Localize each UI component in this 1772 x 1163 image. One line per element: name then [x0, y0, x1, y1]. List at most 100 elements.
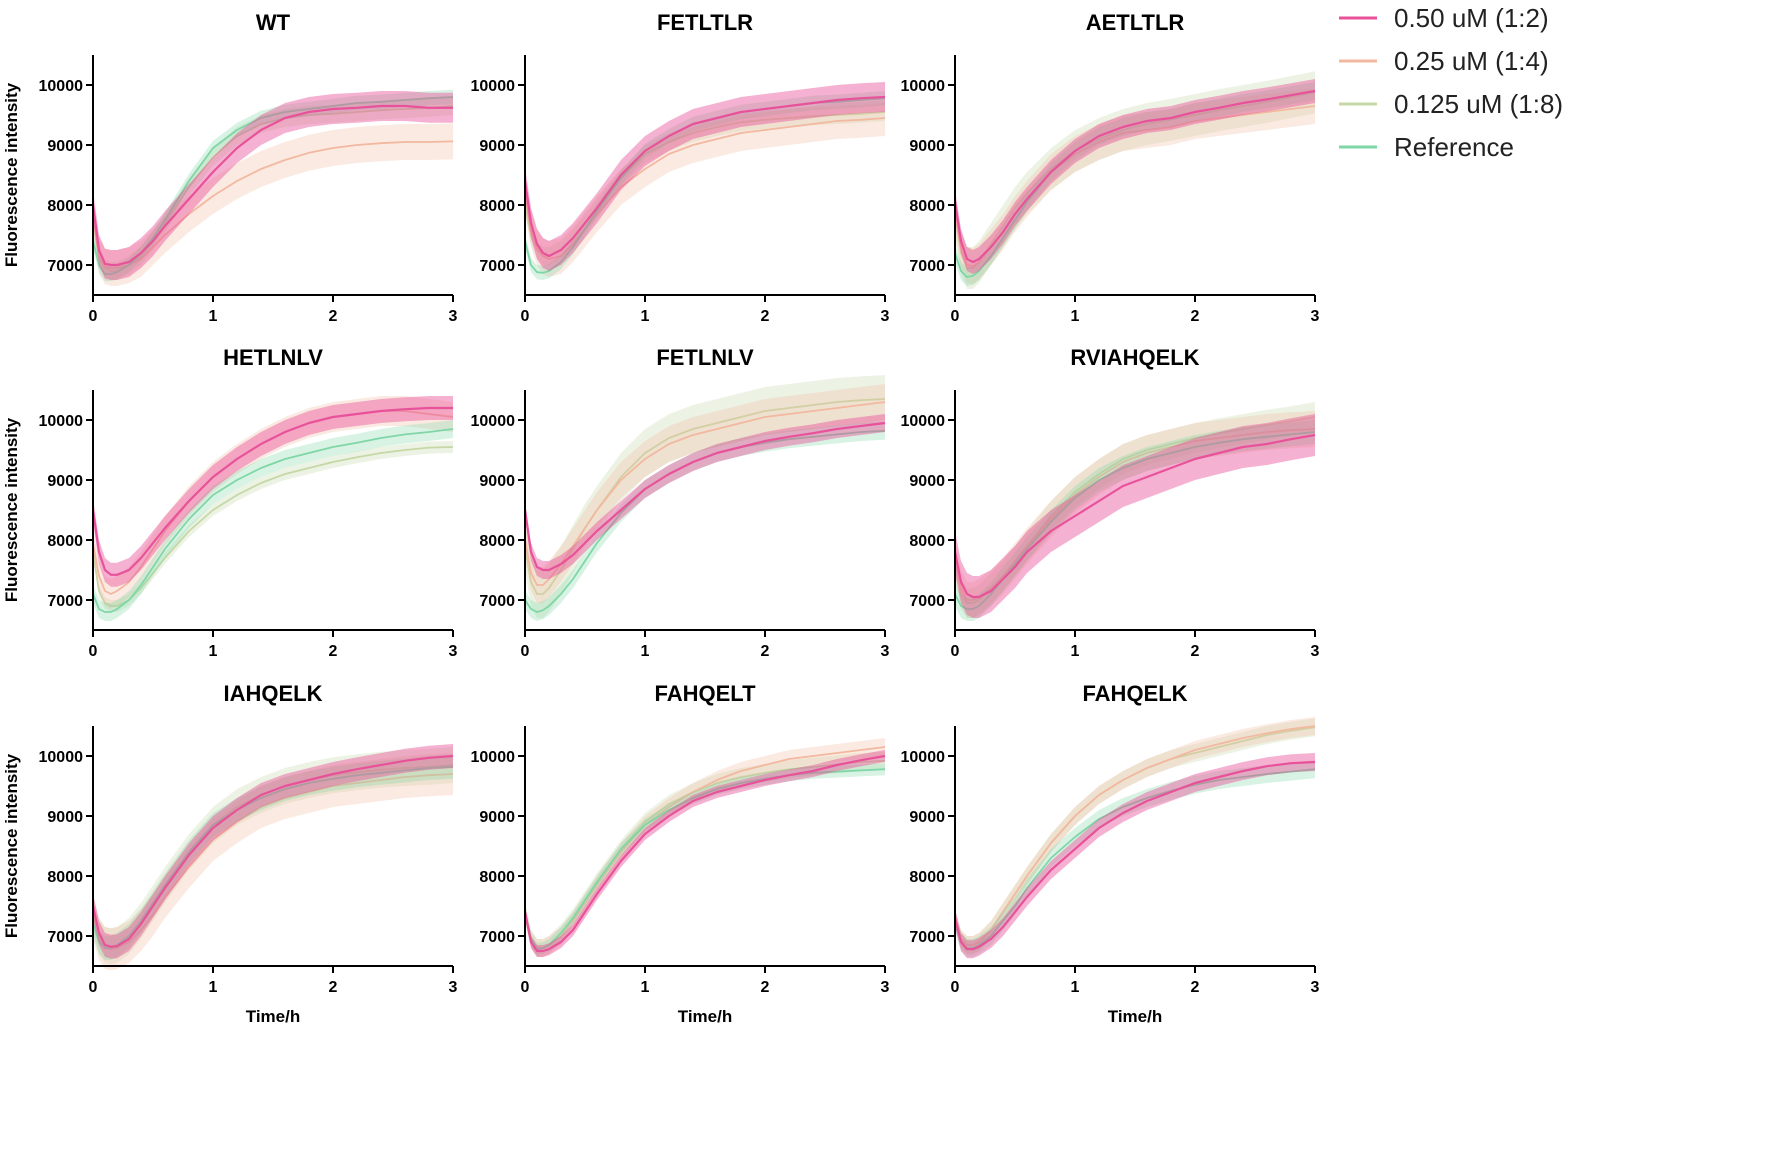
series-line [92, 96, 454, 275]
panel-rviahqelk: RVIAHQELK 0 1 2 3 7000 8000 9000 10000 [901, 345, 1320, 660]
error-band [525, 750, 885, 957]
series-line [524, 401, 886, 586]
series-line [954, 768, 1316, 949]
x-axis-label: Time/h [678, 1007, 732, 1026]
x-tick-label: 1 [209, 979, 218, 996]
panel-title: AETLTLR [1086, 10, 1185, 35]
series-line [92, 446, 454, 607]
legend-item: 0.50 uM (1:2) [1339, 3, 1549, 33]
y-tick-label: 8000 [909, 198, 945, 215]
error-band [525, 100, 885, 277]
error-band [955, 71, 1315, 289]
y-tick-label: 8000 [47, 533, 83, 550]
y-tick-label: 8000 [909, 869, 945, 886]
y-tick-label: 10000 [901, 413, 946, 430]
y-tick-label: 9000 [47, 473, 83, 490]
series-line [953, 760, 1316, 951]
x-tick-label: 0 [89, 308, 98, 325]
error-band [93, 396, 453, 587]
series-line [92, 773, 454, 951]
y-tick-label: 9000 [909, 809, 945, 826]
x-tick-label: 0 [951, 979, 960, 996]
series-line [92, 140, 454, 269]
panel-title: FETLTLR [657, 10, 753, 35]
x-tick-label: 2 [329, 308, 338, 325]
error-band [955, 88, 1315, 285]
y-tick-label: 8000 [479, 198, 515, 215]
y-tick-label: 8000 [47, 869, 83, 886]
legend-label: 0.125 uM (1:8) [1394, 89, 1563, 119]
x-tick-label: 0 [951, 643, 960, 660]
error-band [93, 123, 453, 287]
panel-title: HETLNLV [223, 345, 323, 370]
x-tick-label: 3 [1311, 979, 1320, 996]
x-tick-label: 2 [329, 979, 338, 996]
series-line [524, 398, 886, 595]
panel-fahqelt: FAHQELT 0 1 2 3 7000 8000 9000 10000 Time/h [471, 681, 890, 1026]
panel-title: WT [256, 10, 291, 35]
y-tick-label: 10000 [901, 749, 946, 766]
y-tick-label: 7000 [47, 929, 83, 946]
series-line [524, 117, 886, 260]
y-tick-label: 7000 [479, 593, 515, 610]
y-tick-label: 9000 [47, 138, 83, 155]
y-axis-label: Fluorescence intensity [2, 753, 21, 938]
series-line [953, 433, 1316, 599]
y-tick-label: 7000 [47, 593, 83, 610]
x-tick-label: 2 [761, 308, 770, 325]
y-tick-label: 10000 [471, 78, 516, 95]
error-band [955, 753, 1315, 959]
x-tick-label: 1 [1071, 979, 1080, 996]
x-tick-label: 1 [1071, 308, 1080, 325]
y-tick-label: 10000 [39, 749, 84, 766]
legend-label: 0.25 uM (1:4) [1394, 46, 1549, 76]
series-line [523, 95, 886, 258]
panel-title: IAHQELK [224, 681, 323, 706]
y-tick-label: 8000 [909, 533, 945, 550]
x-tick-label: 2 [329, 643, 338, 660]
x-tick-label: 2 [761, 979, 770, 996]
y-tick-label: 10000 [39, 413, 84, 430]
panel-hetlnlv: HETLNLV 0 1 2 3 7000 8000 9000 10000 Fluorescence… [2, 345, 458, 660]
x-tick-label: 2 [1191, 979, 1200, 996]
y-tick-label: 7000 [479, 929, 515, 946]
x-axis-label: Time/h [1108, 1007, 1162, 1026]
panel-aetltlr: AETLTLR 0 1 2 3 7000 8000 9000 10000 [901, 10, 1320, 325]
series-line [953, 89, 1316, 264]
y-tick-label: 9000 [909, 473, 945, 490]
y-tick-label: 9000 [479, 473, 515, 490]
series-line [524, 768, 886, 951]
y-tick-label: 9000 [47, 809, 83, 826]
x-tick-label: 3 [881, 308, 890, 325]
y-tick-label: 9000 [479, 809, 515, 826]
x-tick-label: 0 [521, 979, 530, 996]
y-tick-label: 10000 [39, 78, 84, 95]
y-tick-label: 10000 [471, 413, 516, 430]
x-tick-label: 2 [761, 643, 770, 660]
x-tick-label: 1 [641, 308, 650, 325]
error-band [525, 763, 885, 956]
y-tick-label: 10000 [901, 78, 946, 95]
y-tick-label: 9000 [909, 138, 945, 155]
x-tick-label: 0 [89, 979, 98, 996]
x-tick-label: 1 [1071, 643, 1080, 660]
y-tick-label: 7000 [909, 593, 945, 610]
panel-fetltlr: FETLTLR 0 1 2 3 7000 8000 9000 10000 [471, 10, 890, 325]
x-tick-label: 2 [1191, 643, 1200, 660]
y-tick-label: 8000 [47, 198, 83, 215]
panel-title: FETLNLV [656, 345, 754, 370]
x-tick-label: 3 [449, 643, 458, 660]
series-line [92, 105, 454, 272]
x-tick-label: 0 [521, 643, 530, 660]
y-axis-label: Fluorescence intensity [2, 417, 21, 602]
y-tick-label: 8000 [479, 533, 515, 550]
legend-item: Reference [1339, 132, 1514, 162]
error-band [525, 421, 885, 621]
panel-fetlnlv: FETLNLV 0 1 2 3 7000 8000 9000 10000 [471, 345, 890, 660]
panel-iahqelk: IAHQELK 0 1 2 3 7000 8000 9000 10000 Fluorescence… [2, 681, 458, 1026]
error-band [955, 79, 1315, 274]
series-line [954, 416, 1316, 604]
x-tick-label: 3 [881, 643, 890, 660]
x-tick-label: 0 [951, 308, 960, 325]
